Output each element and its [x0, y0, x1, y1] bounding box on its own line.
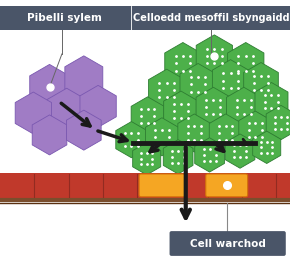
Polygon shape — [116, 122, 147, 158]
Polygon shape — [225, 134, 255, 168]
Polygon shape — [65, 56, 103, 100]
Polygon shape — [209, 114, 242, 152]
Polygon shape — [133, 143, 161, 175]
Polygon shape — [149, 69, 185, 111]
Polygon shape — [32, 115, 67, 155]
Polygon shape — [226, 87, 261, 127]
Polygon shape — [239, 111, 272, 149]
Polygon shape — [15, 92, 51, 134]
Polygon shape — [164, 91, 198, 131]
Polygon shape — [47, 88, 86, 134]
Polygon shape — [212, 60, 249, 102]
Polygon shape — [67, 110, 101, 150]
Polygon shape — [165, 43, 201, 84]
FancyBboxPatch shape — [170, 231, 286, 256]
Text: Celloedd mesoffil sbyngaidd: Celloedd mesoffil sbyngaidd — [133, 13, 290, 23]
Polygon shape — [255, 82, 288, 120]
Polygon shape — [195, 138, 224, 172]
Polygon shape — [80, 85, 116, 127]
Polygon shape — [178, 114, 211, 152]
Polygon shape — [253, 131, 281, 164]
Polygon shape — [228, 43, 264, 84]
Polygon shape — [196, 35, 233, 77]
FancyBboxPatch shape — [0, 6, 290, 30]
FancyBboxPatch shape — [0, 173, 290, 198]
FancyBboxPatch shape — [206, 174, 248, 197]
Polygon shape — [163, 140, 193, 174]
Polygon shape — [266, 105, 296, 140]
Polygon shape — [131, 97, 164, 135]
Polygon shape — [244, 63, 278, 102]
Text: Cell warchod: Cell warchod — [190, 239, 266, 248]
Polygon shape — [180, 64, 216, 105]
Polygon shape — [145, 118, 178, 156]
Polygon shape — [30, 64, 69, 110]
Text: Pibelli sylem: Pibelli sylem — [27, 13, 102, 23]
FancyBboxPatch shape — [139, 174, 185, 197]
Polygon shape — [196, 87, 231, 127]
